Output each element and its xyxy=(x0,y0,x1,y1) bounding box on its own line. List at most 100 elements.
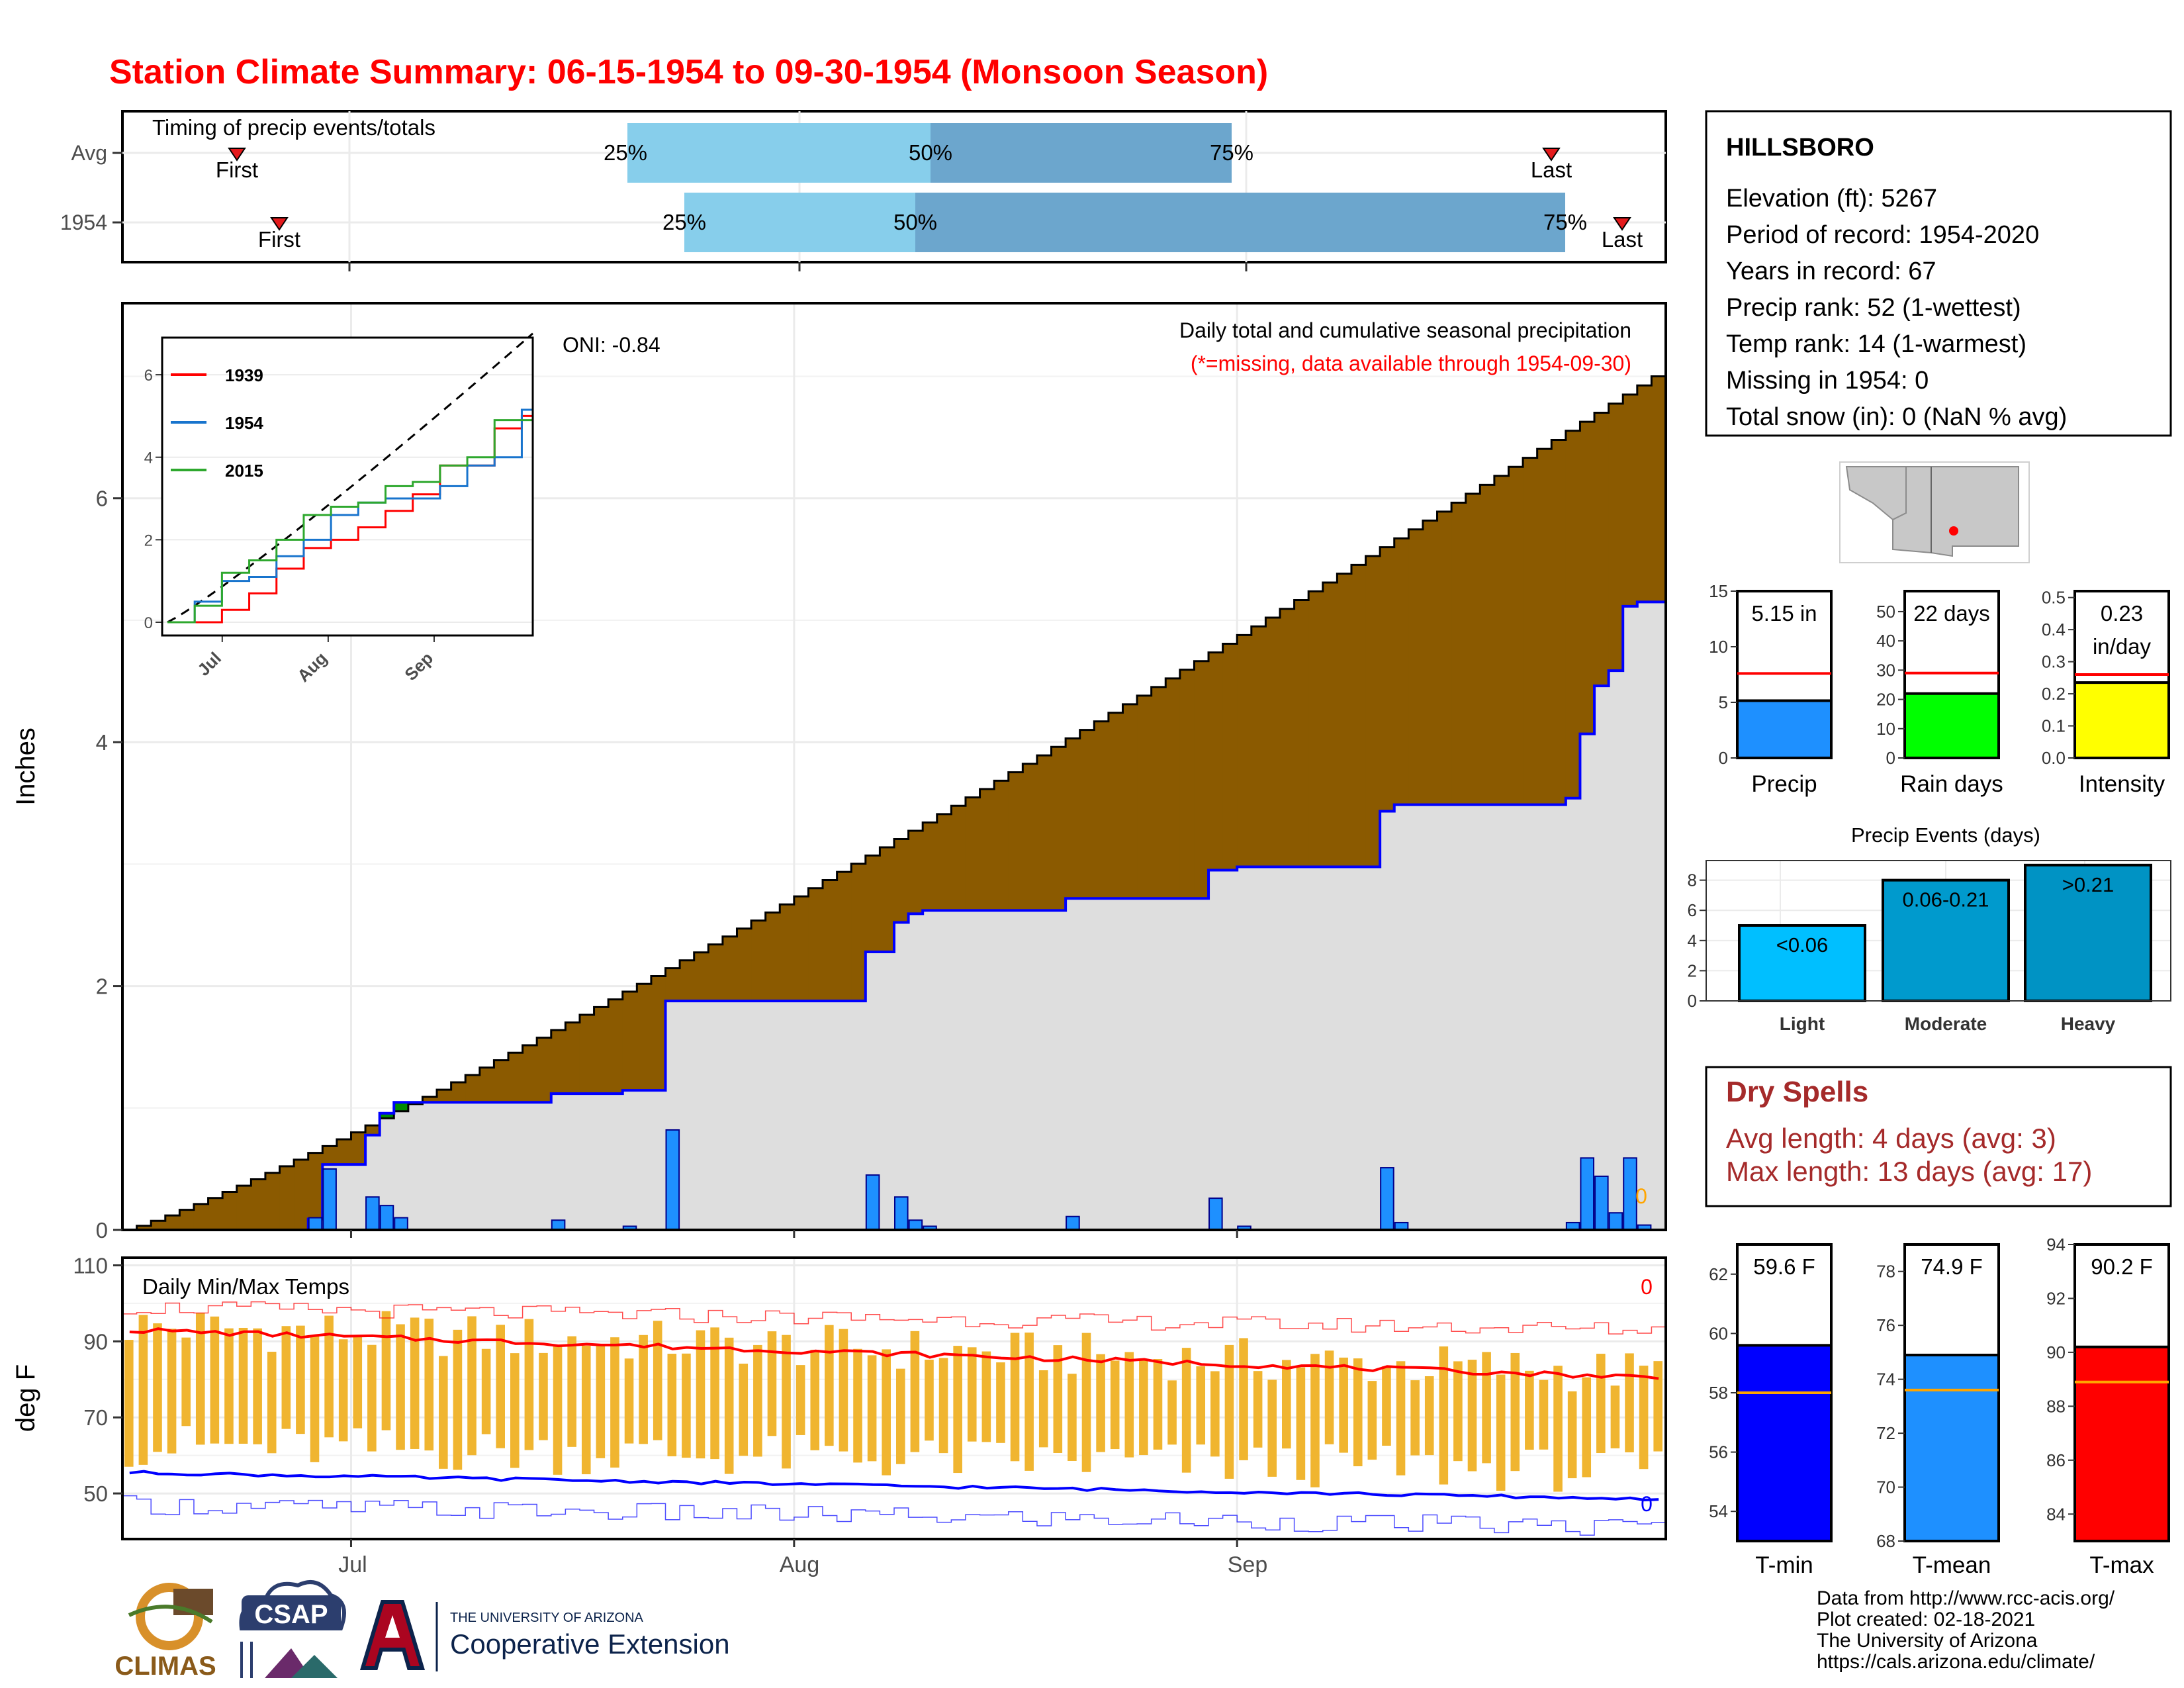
events-ytick-label: 8 xyxy=(1688,870,1697,890)
daily-temp-bar xyxy=(1396,1361,1406,1476)
deficit-area xyxy=(1508,467,1524,805)
summary-bar-precip xyxy=(1736,699,1833,759)
deficit-area xyxy=(265,1172,281,1230)
temp-ytick-label: 70 xyxy=(83,1405,108,1430)
precip-events-panel: Precip Events (days) 0 2 4 6 8 <0.06 Light 0.06… xyxy=(1688,823,2171,1034)
daily-temp-bar xyxy=(439,1356,448,1469)
temp-missing-max: 0 xyxy=(1641,1275,1653,1299)
daily-temp-bar xyxy=(1253,1371,1263,1448)
daily-precip-bar xyxy=(394,1217,408,1231)
deficit-area xyxy=(665,968,680,1002)
deficit-area xyxy=(1294,600,1309,867)
daily-temp-bar xyxy=(1296,1367,1306,1480)
summary-bars: 5.15 in 0 5 10 15 Precip 22 days 0 10 20 30 40 50 Rai… xyxy=(1709,581,2170,797)
temp-summary-ytick-label: 62 xyxy=(1709,1264,1728,1284)
daily-temp-bar xyxy=(1367,1381,1377,1460)
y1954-first-label: First xyxy=(258,227,300,252)
dry-spells-max: Max length: 13 days (avg: 17) xyxy=(1726,1156,2092,1187)
daily-temp-bar xyxy=(481,1348,491,1434)
climas-logo-text: CLIMAS xyxy=(114,1652,216,1681)
temp-summary-ytick-label: 76 xyxy=(1876,1315,1895,1335)
temp-title: Daily Min/Max Temps xyxy=(142,1274,349,1299)
tmax-record-line xyxy=(122,1301,1666,1335)
climas-logo: CLIMAS xyxy=(114,1583,216,1681)
deficit-area xyxy=(1122,704,1138,899)
avg-last-label: Last xyxy=(1531,158,1572,182)
daily-temp-bar xyxy=(953,1346,962,1474)
daily-temp-bar xyxy=(181,1337,191,1427)
station-info-box: HILLSBORO Elevation (ft): 5267 Period of… xyxy=(1705,110,2172,437)
daily-temp-bar xyxy=(696,1330,705,1459)
daily-temp-bar xyxy=(1525,1370,1534,1450)
summary-value-unit: in/day xyxy=(2093,634,2152,659)
temp-summary-ytick-label: 74 xyxy=(1876,1370,1895,1389)
deficit-area xyxy=(751,920,766,1002)
avg-p50-label: 50% xyxy=(909,140,952,165)
daily-temp-bar xyxy=(238,1327,248,1444)
daily-temp-bar xyxy=(453,1329,463,1470)
daily-temp-bar xyxy=(882,1349,891,1476)
deficit-area xyxy=(1465,493,1480,805)
temp-summary-category-label: T-min xyxy=(1755,1552,1813,1578)
daily-temp-bar xyxy=(1553,1366,1563,1492)
credit-plot-created: Plot created: 02-18-2021 xyxy=(1817,1609,2035,1630)
summary-value-label: 5.15 in xyxy=(1751,601,1817,626)
daily-temp-bar xyxy=(253,1328,262,1444)
daily-precip-bar xyxy=(308,1217,323,1231)
daily-temp-bar xyxy=(553,1346,563,1475)
deficit-area xyxy=(1051,747,1066,911)
daily-temp-bar xyxy=(853,1348,862,1463)
deficit-area xyxy=(1537,449,1552,805)
deficit-area xyxy=(565,1022,580,1094)
daily-precip-bar xyxy=(1580,1157,1595,1231)
deficit-area xyxy=(851,863,866,1002)
daily-temp-bar xyxy=(410,1317,420,1449)
deficit-area xyxy=(1394,538,1409,805)
temp-summary-ytick-label: 84 xyxy=(2046,1504,2066,1524)
daily-temp-bar xyxy=(381,1311,391,1430)
deficit-area xyxy=(1066,738,1081,899)
precip-missing-count: 0 xyxy=(1635,1184,1647,1208)
events-category-label: Moderate xyxy=(1905,1013,1987,1034)
ua-line2: Cooperative Extension xyxy=(450,1628,730,1660)
temp-ytick-label: 50 xyxy=(83,1481,108,1506)
temp-ylabel: deg F xyxy=(11,1364,40,1432)
dry-spells-avg: Avg length: 4 days (avg: 3) xyxy=(1726,1123,2056,1154)
timing-title: Timing of precip events/totals xyxy=(152,115,435,140)
summary-ytick-label: 0.1 xyxy=(2042,716,2066,736)
deficit-area xyxy=(865,855,881,953)
deficit-area xyxy=(780,904,795,1002)
deficit-area xyxy=(765,912,780,1002)
daily-temp-bar xyxy=(396,1324,405,1450)
summary-bar-rain-days xyxy=(1903,692,2000,759)
summary-ytick-label: 0 xyxy=(1719,748,1728,768)
dry-spells-box: Dry Spells Avg length: 4 days (avg: 3) M… xyxy=(1705,1066,2172,1207)
deficit-area xyxy=(594,1007,609,1094)
daily-temp-bar xyxy=(1482,1352,1491,1464)
daily-temp-bar xyxy=(782,1335,791,1469)
events-ytick-label: 0 xyxy=(1688,991,1697,1011)
daily-temp-bar xyxy=(1539,1380,1549,1450)
events-plot-border xyxy=(1706,860,2171,1002)
deficit-area xyxy=(1208,652,1224,870)
daily-temp-bar xyxy=(938,1358,948,1454)
daily-temp-bar xyxy=(724,1337,734,1474)
summary-ytick-label: 0 xyxy=(1886,748,1895,768)
daily-temp-bar xyxy=(1181,1348,1191,1473)
daily-temp-bar xyxy=(496,1325,505,1448)
deficit-area xyxy=(1451,502,1467,805)
deficit-area xyxy=(1565,430,1581,798)
x-tick-sep: Sep xyxy=(1228,1552,1268,1577)
summary-ytick-label: 50 xyxy=(1876,602,1895,622)
temp-ytick-label: 90 xyxy=(83,1329,108,1354)
daily-temp-bar xyxy=(210,1316,220,1444)
deficit-area xyxy=(1337,573,1352,867)
daily-temp-bar xyxy=(524,1319,534,1450)
inset-ytick-label: 6 xyxy=(144,367,153,385)
deficit-area xyxy=(1594,412,1610,686)
deficit-area xyxy=(837,872,852,1002)
deficit-area xyxy=(1151,686,1166,899)
daily-temp-bar xyxy=(1353,1358,1363,1467)
deficit-area xyxy=(608,999,623,1094)
